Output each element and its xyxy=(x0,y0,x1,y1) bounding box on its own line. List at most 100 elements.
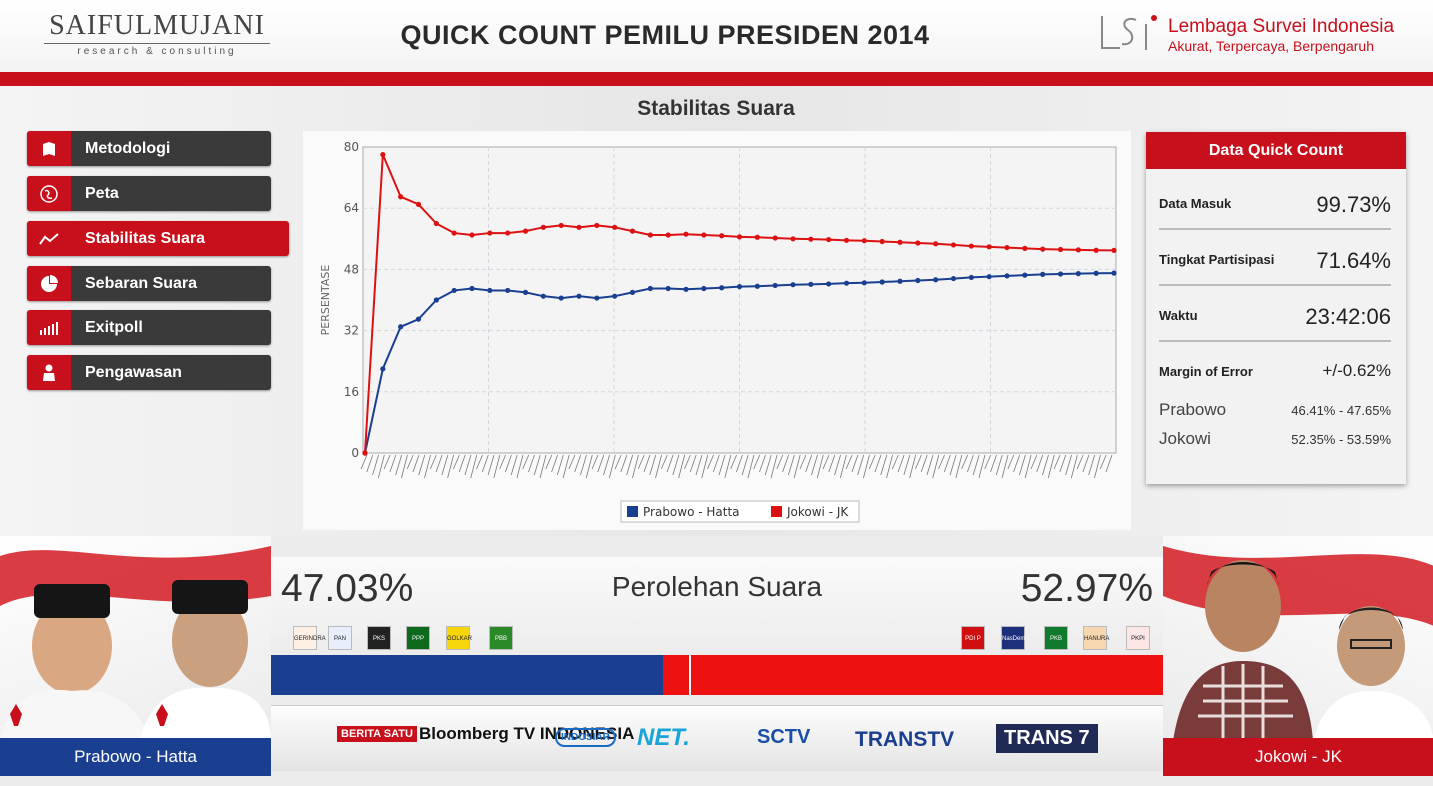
series-point-0 xyxy=(1075,271,1081,277)
candidate-card-jokowi-jk: Jokowi - JK xyxy=(1163,536,1433,776)
x-tick-mark xyxy=(684,454,691,470)
x-tick-mark xyxy=(608,454,616,479)
series-point-1 xyxy=(879,238,885,245)
series-point-1 xyxy=(612,224,618,230)
menu-label: Metodologi xyxy=(85,140,171,157)
legend-label-1: Jokowi - JK xyxy=(786,505,849,519)
series-point-1 xyxy=(540,224,546,230)
series-point-0 xyxy=(915,277,921,284)
series-point-1 xyxy=(505,230,511,236)
series-point-1 xyxy=(1093,247,1099,253)
x-tick-mark xyxy=(805,454,813,473)
party-logo-ppp: PPP xyxy=(406,626,430,650)
x-tick-mark xyxy=(909,454,917,479)
x-tick-mark xyxy=(389,454,397,473)
series-point-0 xyxy=(843,280,850,286)
result-title: Perolehan Suara xyxy=(611,571,823,602)
row-value: 23:42:06 xyxy=(1305,304,1391,329)
series-point-1 xyxy=(594,222,600,229)
x-tick-mark xyxy=(863,454,870,479)
series-point-0 xyxy=(433,297,439,303)
x-tick-mark xyxy=(643,454,651,473)
x-tick-mark xyxy=(441,454,449,476)
x-tick-mark xyxy=(528,454,535,473)
series-point-0 xyxy=(451,287,457,294)
menu-item-pengawasan[interactable]: Pengawasan xyxy=(27,355,271,390)
series-point-0 xyxy=(647,285,653,292)
series-point-1 xyxy=(665,232,671,238)
x-tick-mark xyxy=(1036,454,1044,473)
x-tick-mark xyxy=(418,454,426,476)
x-tick-mark xyxy=(1018,454,1026,476)
x-tick-mark xyxy=(655,454,662,479)
series-point-0 xyxy=(1093,270,1099,276)
panel-title: Data Quick Count xyxy=(1146,132,1406,169)
logo-divider xyxy=(44,43,270,44)
menu-label: Peta xyxy=(85,185,119,202)
row-divider xyxy=(1159,284,1391,286)
x-tick-mark xyxy=(481,454,489,473)
legend-label-0: Prabowo - Hatta xyxy=(643,505,740,519)
x-tick-mark xyxy=(401,454,408,479)
series-point-0 xyxy=(380,366,386,372)
party-logo-pdip: PDI P xyxy=(961,626,985,650)
x-tick-mark xyxy=(580,454,587,476)
x-tick-mark xyxy=(1094,454,1101,479)
x-tick-mark xyxy=(712,454,720,473)
globe-icon xyxy=(27,176,71,211)
x-tick-mark xyxy=(701,454,709,479)
series-point-1 xyxy=(647,232,653,238)
series-point-0 xyxy=(576,293,582,299)
x-tick-mark xyxy=(874,454,882,473)
menu-item-peta[interactable]: Peta xyxy=(27,176,271,211)
x-tick-mark xyxy=(493,454,501,479)
x-tick-mark xyxy=(574,454,582,473)
data-quick-count-panel: Data Quick Count Data Masuk 99.73% Tingk… xyxy=(1146,132,1406,484)
candidate-card-prabowo-hatta: Prabowo - Hatta xyxy=(0,536,271,776)
y-axis-label: PERSENTASE xyxy=(319,265,332,336)
section-title: Stabilitas Suara xyxy=(637,97,795,120)
series-point-0 xyxy=(1040,271,1046,277)
x-tick-mark xyxy=(1053,454,1061,470)
x-tick-mark xyxy=(1042,454,1049,476)
series-point-0 xyxy=(879,279,885,285)
x-tick-mark xyxy=(522,454,530,470)
x-tick-mark xyxy=(585,454,593,479)
menu-label: Stabilitas Suara xyxy=(85,230,206,247)
menu-label: Exitpoll xyxy=(85,319,143,336)
menu-item-metodologi[interactable]: Metodologi xyxy=(27,131,271,166)
party-logo-golkar: GOLKAR xyxy=(446,626,472,650)
series-point-0 xyxy=(469,285,475,292)
x-tick-mark xyxy=(666,454,674,473)
series-point-0 xyxy=(540,293,546,299)
page-title: QUICK COUNT PEMILU PRESIDEN 2014 xyxy=(400,20,930,50)
x-tick-mark xyxy=(464,454,472,476)
media-logo-transtv: TRANSTV xyxy=(855,728,955,751)
x-tick-mark xyxy=(487,454,495,476)
series-point-1 xyxy=(380,152,386,158)
x-tick-mark xyxy=(886,454,893,479)
vote-share-jokowi xyxy=(691,655,1163,695)
x-tick-mark xyxy=(995,454,1003,476)
menu-item-sebaran-suara[interactable]: Sebaran Suara xyxy=(27,266,271,301)
bar-chart-icon xyxy=(27,310,71,345)
legend-swatch-0 xyxy=(627,506,638,517)
x-tick-mark xyxy=(632,454,639,479)
media-logo-indosiar: INDOSIAR xyxy=(555,728,616,747)
menu-item-stabilitas-suara[interactable]: Stabilitas Suara xyxy=(27,221,289,256)
x-tick-mark xyxy=(672,454,680,476)
party-logo-pkpi: PKPI xyxy=(1126,626,1150,650)
series-point-0 xyxy=(986,274,992,280)
x-tick-mark xyxy=(759,454,766,473)
x-tick-mark xyxy=(562,454,570,479)
x-tick-mark xyxy=(891,454,899,470)
series-point-0 xyxy=(594,295,600,301)
logo-left-sub: research & consulting xyxy=(77,46,237,57)
series-point-0 xyxy=(1004,273,1010,279)
lsi-name: Lembaga Survei Indonesia xyxy=(1168,16,1395,37)
menu-item-exitpoll[interactable]: Exitpoll xyxy=(27,310,271,345)
series-point-1 xyxy=(469,232,475,238)
series-point-1 xyxy=(1022,245,1028,251)
series-point-1 xyxy=(772,235,778,241)
series-point-1 xyxy=(1040,246,1046,252)
